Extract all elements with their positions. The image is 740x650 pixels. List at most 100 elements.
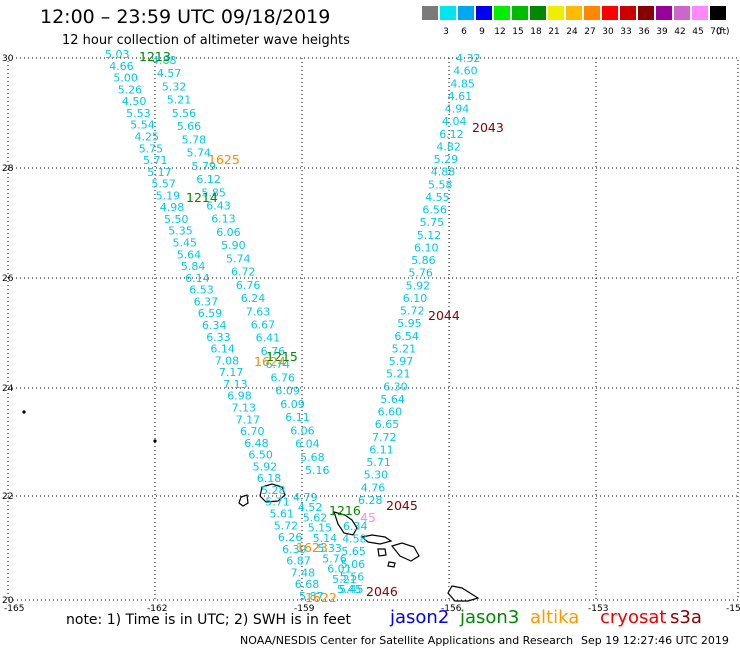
wave-height-value: 6.30 xyxy=(383,380,408,393)
wave-height-value: 6.13 xyxy=(211,213,236,226)
wave-height-value: 5.53 xyxy=(126,107,151,120)
wave-height-value: 6.68 xyxy=(295,578,320,591)
island-oahu xyxy=(333,511,358,536)
wave-height-value: 5.03 xyxy=(105,48,130,61)
legend-label: 33 xyxy=(620,27,632,37)
wave-height-value: 5.62 xyxy=(303,511,328,524)
wave-height-value: 4.79 xyxy=(293,491,318,504)
wave-height-value: 4.58 xyxy=(342,533,367,546)
lon-label: -150 xyxy=(726,604,740,614)
pass-time-label: 1624 xyxy=(254,354,286,369)
pass-time-label: 2044 xyxy=(428,308,460,323)
wave-height-value: 5.86 xyxy=(411,254,436,267)
altimeter-tracks: 5.034.665.005.264.505.535.544.255.755.71… xyxy=(105,48,481,603)
legend-swatch xyxy=(710,6,726,20)
wave-height-value: 7.13 xyxy=(223,378,248,391)
satellite-s3a: s3a xyxy=(670,607,702,628)
legend-swatch xyxy=(674,6,690,20)
legend-swatch xyxy=(692,6,708,20)
wave-height-value: 5.87 xyxy=(299,590,324,603)
pass-time-label: 1213 xyxy=(139,49,171,64)
legend-swatch xyxy=(656,6,672,20)
wave-height-value: 5.66 xyxy=(177,120,202,133)
legend-label: 36 xyxy=(638,27,650,37)
map-subtitle: 12 hour collection of altimeter wave hei… xyxy=(62,33,350,48)
wave-height-value: 6.72 xyxy=(231,266,256,279)
legend-label: 9 xyxy=(479,27,485,37)
legend-label: 24 xyxy=(566,27,578,37)
wave-height-value: 5.33 xyxy=(317,542,342,555)
wave-height-value: 6.39 xyxy=(282,543,307,556)
wave-height-value: 5.74 xyxy=(187,147,212,160)
wave-height-value: 6.11 xyxy=(285,411,310,424)
wave-height-value: 4.98 xyxy=(160,201,185,214)
wave-height-value: 5.00 xyxy=(113,72,137,85)
wave-height-value: 5.85 xyxy=(201,186,226,199)
wave-height-value: 5.30 xyxy=(364,469,389,482)
wave-height-value: 6.74 xyxy=(266,358,291,371)
legend-swatch xyxy=(638,6,654,20)
wave-height-value: 7.72 xyxy=(372,431,397,444)
wave-height-value: 6.87 xyxy=(286,555,311,568)
wave-height-value: 6.98 xyxy=(227,390,252,403)
wave-height-value: 7.08 xyxy=(215,354,240,367)
wave-height-value: 4.66 xyxy=(109,60,134,73)
wave-height-value: 5.72 xyxy=(274,519,299,532)
wave-height-value: 5.54 xyxy=(130,119,155,132)
legend-label: 70 xyxy=(710,27,722,37)
wave-height-value: 7.17 xyxy=(236,413,261,426)
wave-height-value: 5.92 xyxy=(253,460,278,473)
wave-height-value: 5.21 xyxy=(392,343,417,356)
lat-label: 30 xyxy=(2,54,14,64)
lat-label: 26 xyxy=(2,274,14,284)
wave-height-value: 4.32 xyxy=(456,52,481,65)
wave-height-value: 4.82 xyxy=(436,140,461,153)
island-hawaii xyxy=(447,585,480,602)
wave-height-value: 6.24 xyxy=(241,292,265,305)
wave-height-value: 5.45 xyxy=(337,583,362,596)
wave-height-value: 5.45 xyxy=(339,583,364,596)
wave-height-value: 6.54 xyxy=(394,330,419,343)
wave-height-value: 4.55 xyxy=(425,191,450,204)
satellite-jason2: jason2 xyxy=(390,607,450,628)
wave-height-value: 4.61 xyxy=(448,90,473,103)
wave-height-value: 6.14 xyxy=(210,343,235,356)
wave-height-value: 5.84 xyxy=(181,260,206,273)
wave-height-value: 6.53 xyxy=(189,284,214,297)
pass-time-label: 1625 xyxy=(208,152,240,167)
wave-height-value: 5.76 xyxy=(408,267,433,280)
pass-time-label: 2043 xyxy=(472,120,504,135)
wave-height-value: 6.76 xyxy=(236,279,261,292)
island-kahoolawe xyxy=(387,561,396,568)
wave-height-value: 5.90 xyxy=(221,239,246,252)
wave-height-value: 6.70 xyxy=(240,425,265,438)
legend-swatch xyxy=(620,6,636,20)
wave-height-value: 6.41 xyxy=(256,332,281,345)
wave-height-value: 5.75 xyxy=(139,142,164,155)
wave-height-value: 5.65 xyxy=(341,545,366,558)
axis-labels: 30 28 26 24 22 20-165 -162 -159 -156 -153 -150 xyxy=(2,54,740,614)
wave-height-value: 6.34 xyxy=(343,520,368,533)
legend-swatch xyxy=(458,6,474,20)
wave-height-value: 6.09 xyxy=(275,385,300,398)
wave-height-value: 6.33 xyxy=(206,331,231,344)
wave-height-value: 5.79 xyxy=(192,160,217,173)
wave-height-value: 6.10 xyxy=(414,241,439,254)
legend-label: 42 xyxy=(674,27,686,37)
wave-height-value: 5.71 xyxy=(265,496,290,509)
wave-height-value: 5.21 xyxy=(167,94,192,107)
wave-height-value: 7.63 xyxy=(246,305,270,318)
pass-time-label: 1623 xyxy=(296,540,328,555)
wave-height-value: 5.15 xyxy=(308,522,333,535)
legend-swatch xyxy=(494,6,510,20)
satellite-cryosat: cryosat xyxy=(600,607,667,628)
legend-label: 21 xyxy=(548,27,560,37)
wave-height-value: 6.12 xyxy=(439,128,464,141)
island-maui xyxy=(390,542,420,562)
wave-height-value: 5.28 xyxy=(261,484,286,497)
map-title: 12:00 – 23:59 UTC 09/18/2019 xyxy=(40,6,331,28)
legend-swatch xyxy=(476,6,492,20)
wave-height-value: 4.85 xyxy=(450,77,475,90)
